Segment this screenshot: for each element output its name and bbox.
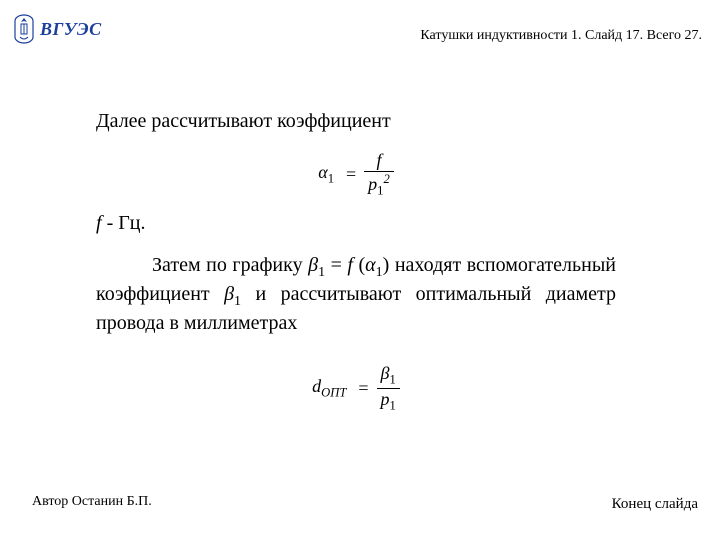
formula1-numerator: f: [364, 151, 394, 171]
formula2-numerator: β1: [377, 364, 400, 387]
p2-eq: =: [325, 254, 347, 276]
formula2-num-base: β: [381, 363, 390, 383]
formula2-denominator: p1: [377, 388, 400, 413]
p2-beta1-sub: 1: [318, 265, 325, 280]
formula2-lhs-sub: ОПТ: [321, 386, 346, 400]
p2-alpha-sub: 1: [376, 265, 383, 280]
equals-sign: =: [346, 164, 356, 185]
formula1-denominator: p12: [364, 171, 394, 198]
logo-block: ВГУЭС: [14, 14, 102, 44]
university-emblem-icon: [14, 14, 34, 44]
footer-author: Автор Останин Б.П.: [32, 494, 152, 510]
p2-beta1: β: [308, 254, 318, 276]
paragraph-2: Затем по графику β1 = f (α1) находят всп…: [96, 253, 616, 336]
logo-text: ВГУЭС: [40, 19, 102, 40]
equals-sign-2: =: [358, 378, 368, 399]
formula1-fraction: f p12: [364, 151, 394, 198]
formula2-num-sub: 1: [390, 373, 396, 387]
formula-dopt: dОПТ = β1 p1: [96, 364, 616, 413]
slide-header-info: Катушки индуктивности 1. Слайд 17. Всего…: [420, 28, 702, 44]
formula2-fraction: β1 p1: [377, 364, 400, 413]
p2-t1: Затем по графику: [152, 254, 308, 276]
p2-open: (: [353, 254, 365, 276]
formula1-den-base: p: [368, 174, 377, 194]
formula1-lhs-sub: 1: [328, 172, 334, 186]
formula-alpha1: α1 = f p12: [96, 151, 616, 198]
p2-alpha: α: [365, 254, 376, 276]
f-hz-line: f - Гц.: [96, 212, 616, 235]
p2-beta2-sub: 1: [234, 294, 241, 309]
formula2-lhs-var: d: [312, 376, 321, 396]
intro-line: Далее рассчитывают коэффициент: [96, 110, 616, 133]
slide-content: Далее рассчитывают коэффициент α1 = f p1…: [96, 110, 616, 413]
formula1-lhs-var: α: [318, 162, 327, 182]
formula2-den-base: p: [381, 389, 390, 409]
formula2-den-sub: 1: [390, 398, 396, 412]
footer-end-slide: Конец слайда: [612, 496, 698, 513]
p2-beta2: β: [224, 283, 234, 305]
f-hz-unit: - Гц.: [102, 212, 146, 234]
formula1-den-sup: 2: [383, 172, 389, 186]
